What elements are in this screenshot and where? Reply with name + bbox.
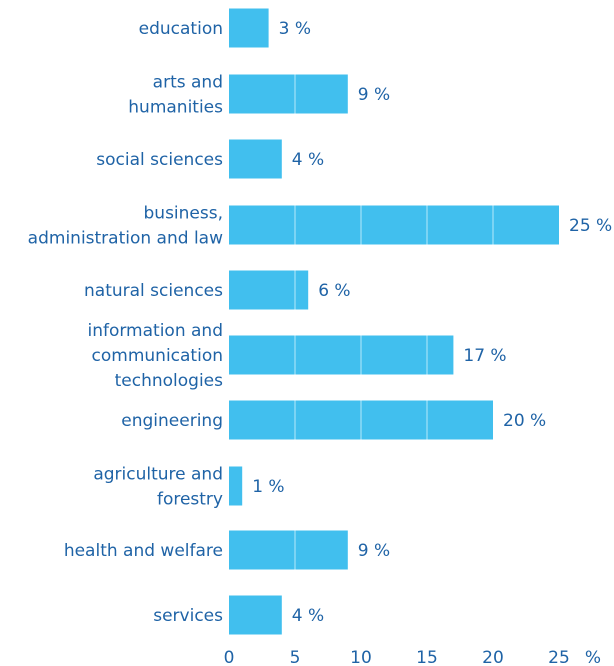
bar bbox=[229, 270, 309, 310]
bar bbox=[229, 139, 282, 179]
bar bbox=[229, 8, 269, 48]
bar bbox=[229, 595, 282, 635]
value-label: 17 % bbox=[463, 346, 506, 366]
category-label-line: health and welfare bbox=[64, 541, 223, 561]
category-label-line: engineering bbox=[121, 411, 223, 431]
category-label-line: communication bbox=[92, 346, 223, 366]
value-labels: 3 % 9 % 4 % 25 % 6 % 17 % 20 % 1 % 9 % 4 % bbox=[252, 19, 612, 626]
category-label: social sciences bbox=[96, 150, 223, 170]
value-label: 3 % bbox=[279, 19, 311, 39]
bars-layer bbox=[229, 8, 559, 635]
category-label: education bbox=[139, 19, 223, 39]
category-label-line: administration and law bbox=[28, 229, 223, 249]
value-label: 9 % bbox=[358, 541, 390, 561]
x-tick-label: 15 bbox=[416, 648, 438, 666]
category-label: agriculture and forestry bbox=[93, 465, 223, 510]
category-label-line: humanities bbox=[128, 98, 223, 118]
category-label-line: education bbox=[139, 19, 223, 39]
category-label: natural sciences bbox=[84, 281, 223, 301]
x-tick-label: 25 bbox=[548, 648, 570, 666]
category-label-line: business, bbox=[144, 204, 224, 224]
value-label: 4 % bbox=[292, 606, 324, 626]
x-tick-label: 5 bbox=[290, 648, 301, 666]
category-label: services bbox=[153, 606, 223, 626]
gridlines bbox=[294, 74, 494, 570]
bar bbox=[229, 466, 243, 506]
x-tick-label: 0 bbox=[224, 648, 235, 666]
bar bbox=[229, 335, 454, 375]
category-label: arts and humanities bbox=[128, 73, 223, 118]
bar bbox=[229, 530, 348, 570]
category-label-line: social sciences bbox=[96, 150, 223, 170]
category-label-line: technologies bbox=[115, 371, 224, 391]
category-label: business, administration and law bbox=[28, 204, 223, 249]
x-axis-unit-label: % bbox=[585, 648, 601, 666]
value-label: 20 % bbox=[503, 411, 546, 431]
category-label-line: services bbox=[153, 606, 223, 626]
value-label: 6 % bbox=[318, 281, 350, 301]
x-tick-label: 20 bbox=[482, 648, 504, 666]
category-label-line: forestry bbox=[157, 490, 223, 510]
category-label-line: agriculture and bbox=[93, 465, 223, 485]
value-label: 25 % bbox=[569, 216, 612, 236]
category-label-line: information and bbox=[87, 321, 223, 341]
value-label: 1 % bbox=[252, 477, 284, 497]
category-label: engineering bbox=[121, 411, 223, 431]
category-labels: education arts and humanities social scienc… bbox=[28, 19, 223, 626]
bar bbox=[229, 74, 348, 114]
category-label-line: natural sciences bbox=[84, 281, 223, 301]
category-label: information and communication technologies bbox=[87, 321, 223, 391]
bar bbox=[229, 205, 559, 245]
category-label: health and welfare bbox=[64, 541, 223, 561]
x-axis-ticks: 0 5 10 15 20 25% bbox=[224, 648, 601, 666]
category-label-line: arts and bbox=[153, 73, 223, 93]
value-label: 9 % bbox=[358, 85, 390, 105]
value-label: 4 % bbox=[292, 150, 324, 170]
x-tick-label: 10 bbox=[350, 648, 372, 666]
